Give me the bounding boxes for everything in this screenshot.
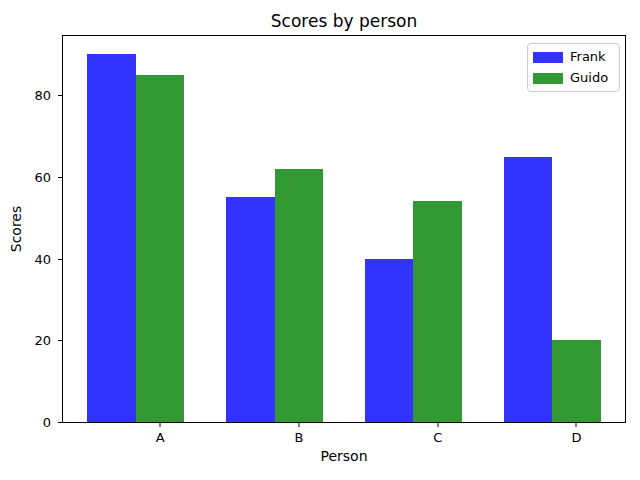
y-tick-mark-80 <box>58 95 62 96</box>
x-tick-label-d: D <box>571 431 581 445</box>
bar-guido-d <box>552 340 601 422</box>
bar-frank-b <box>226 197 275 422</box>
y-tick-label-0: 0 <box>43 416 51 429</box>
bar-frank-d <box>504 157 553 423</box>
x-axis-label: Person <box>62 448 626 464</box>
legend-entry-frank: Frank <box>533 49 612 65</box>
y-tick-mark-20 <box>58 340 62 341</box>
y-tick-mark-0 <box>58 422 62 423</box>
legend-entry-guido: Guido <box>533 70 612 86</box>
legend-swatch-frank <box>533 52 563 63</box>
figure: Scores by person Scores 020406080 ABCD P… <box>0 0 640 480</box>
x-tick-mark-d <box>576 423 577 427</box>
plot-area <box>62 35 626 423</box>
bar-guido-c <box>413 201 462 422</box>
y-tick-label-80: 80 <box>34 89 51 102</box>
plot-area-inner <box>63 36 625 422</box>
x-tick-label-a: A <box>156 431 165 445</box>
y-tick-mark-40 <box>58 259 62 260</box>
x-tick-mark-c <box>437 423 438 427</box>
y-tick-label-20: 20 <box>34 334 51 347</box>
x-tick-label-c: C <box>433 431 442 445</box>
y-tick-label-60: 60 <box>34 170 51 183</box>
x-tick-mark-b <box>298 423 299 427</box>
legend-label-guido: Guido <box>570 71 608 85</box>
bar-guido-a <box>136 75 185 422</box>
legend-label-frank: Frank <box>570 50 606 64</box>
y-tick-mark-60 <box>58 177 62 178</box>
y-axis: 020406080 <box>0 36 62 422</box>
bar-frank-c <box>365 259 414 422</box>
x-tick-mark-a <box>160 423 161 427</box>
legend-swatch-guido <box>533 73 563 84</box>
legend: Frank Guido <box>527 43 620 92</box>
bar-frank-a <box>87 54 136 422</box>
chart-title: Scores by person <box>62 11 626 31</box>
y-tick-label-40: 40 <box>34 252 51 265</box>
bar-guido-b <box>275 169 324 422</box>
x-tick-label-b: B <box>294 431 303 445</box>
